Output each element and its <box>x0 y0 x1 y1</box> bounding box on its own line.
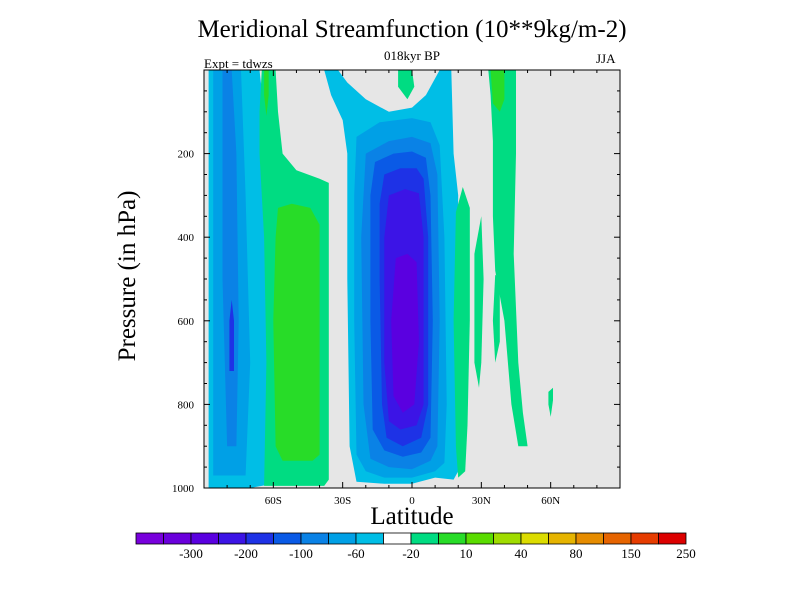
colorbar-label: -200 <box>234 546 258 561</box>
x-tick-label: 30S <box>334 495 351 507</box>
colorbar-swatch <box>218 532 247 545</box>
colorbar-swatch <box>190 532 219 545</box>
colorbar-label: -100 <box>289 546 313 561</box>
colorbar-swatch <box>493 532 522 545</box>
colorbar-swatch <box>520 532 549 545</box>
colorbar-label: 250 <box>676 546 696 561</box>
colorbar-label: 150 <box>621 546 641 561</box>
contour-regions <box>208 70 553 488</box>
colorbar: -300 -200 -100 -60 -20 10 40 80 150 250 <box>135 532 696 561</box>
season-label: JJA <box>596 51 616 66</box>
x-tick-label: 30N <box>472 495 491 507</box>
colorbar-swatch <box>575 532 604 545</box>
colorbar-swatch <box>300 532 329 545</box>
colorbar-swatch <box>658 532 687 545</box>
colorbar-label: 40 <box>515 546 528 561</box>
contour-nh-upper-high-core <box>490 70 505 112</box>
contour-tropical-core-low <box>391 253 419 413</box>
colorbar-swatch <box>548 532 577 545</box>
contour-sh-top-high <box>264 70 269 116</box>
colorbar-label: 80 <box>570 546 583 561</box>
contour-nh-lower-high-2 <box>474 216 484 388</box>
colorbar-swatch <box>163 532 192 545</box>
colorbar-label: -20 <box>402 546 419 561</box>
colorbar-swatch <box>465 532 494 545</box>
contour-sh-inner-low <box>222 70 239 447</box>
colorbar-label: -300 <box>179 546 203 561</box>
y-tick-label: 400 <box>178 232 195 244</box>
colorbar-label: -60 <box>347 546 364 561</box>
colorbar-swatch <box>273 532 302 545</box>
colorbar-swatch <box>328 532 357 545</box>
x-tick-label: 60S <box>265 495 282 507</box>
x-tick-label: 0 <box>409 495 415 507</box>
contour-nh-tropical-lower-high <box>453 187 470 478</box>
contour-sh-core-high <box>273 203 320 461</box>
colorbar-swatch <box>630 532 659 545</box>
colorbar-swatch <box>383 532 412 545</box>
y-tick-label: 1000 <box>172 483 195 495</box>
y-tick-label: 600 <box>178 316 195 328</box>
colorbar-swatch <box>355 532 384 545</box>
axes: 60S 30S 0 30N 60N 200 400 600 800 1000 <box>172 70 620 507</box>
y-tick-label: 200 <box>178 149 195 161</box>
contour-nh-tropical-upper-high <box>398 70 415 100</box>
colorbar-swatch <box>603 532 632 545</box>
chart-title: Meridional Streamfunction (10**9kg/m-2) <box>197 16 627 43</box>
x-axis-label: Latitude <box>370 503 454 530</box>
contour-nh-upper-high <box>488 70 528 447</box>
colorbar-swatch <box>135 532 164 545</box>
contour-sh-core-low <box>229 299 234 371</box>
contour-nh-extra-high <box>492 274 500 363</box>
experiment-label: Expt = tdwzs <box>204 56 273 71</box>
chart-subtitle: 018kyr BP <box>384 48 440 63</box>
x-tick-label: 60N <box>541 495 560 507</box>
colorbar-swatch <box>438 532 467 545</box>
colorbar-label: 10 <box>460 546 473 561</box>
y-tick-label: 800 <box>178 399 195 411</box>
contour-nh-small-high <box>548 387 553 417</box>
colorbar-swatch <box>245 532 274 545</box>
colorbar-swatch <box>410 532 439 545</box>
